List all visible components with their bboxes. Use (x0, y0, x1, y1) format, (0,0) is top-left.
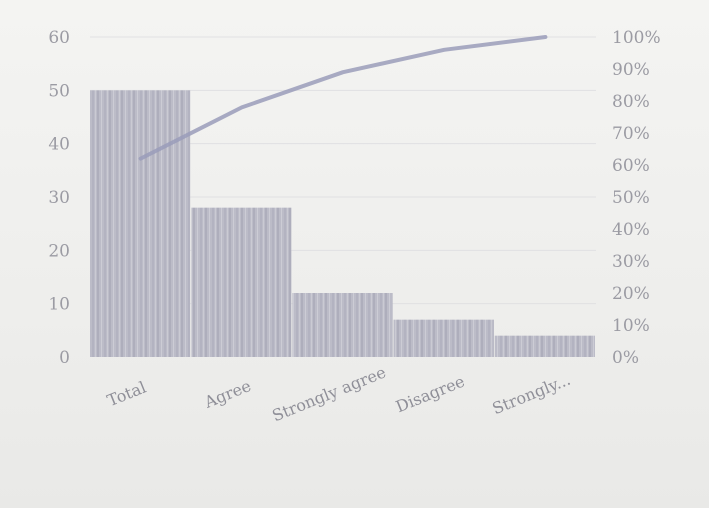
cumulative-line-path (138, 35, 548, 161)
right-tick-label-3: 30% (612, 252, 650, 272)
right-tick-label-7: 70% (612, 124, 650, 144)
bar-1 (191, 207, 292, 357)
left-tick-label-4: 40 (48, 135, 70, 155)
category-label-4: Strongly... (490, 370, 574, 419)
left-tick-label-1: 10 (48, 295, 70, 315)
right-tick-label-5: 50% (612, 188, 650, 208)
left-tick-label-3: 30 (48, 188, 70, 208)
bar-4 (494, 335, 595, 357)
bars (90, 90, 595, 357)
right-tick-label-8: 80% (612, 92, 650, 112)
left-tick-label-6: 60 (48, 28, 70, 48)
left-tick-label-5: 50 (48, 81, 70, 101)
right-tick-label-6: 60% (612, 156, 650, 176)
right-tick-label-2: 20% (612, 284, 650, 304)
right-tick-label-10: 100% (612, 28, 661, 48)
left-tick-label-2: 20 (48, 241, 70, 261)
left-axis-ticks: 0 10 20 30 40 50 60 (48, 28, 70, 368)
category-label-2: Strongly agree (269, 362, 388, 425)
right-tick-label-0: 0% (612, 348, 639, 368)
bar-0 (90, 90, 191, 357)
right-tick-label-9: 90% (612, 60, 650, 80)
category-labels: Total Agree Strongly agree Disagree Strongly… (104, 362, 573, 425)
cumulative-line (138, 35, 548, 161)
right-tick-label-4: 40% (612, 220, 650, 240)
category-label-0: Total (104, 378, 148, 411)
category-label-1: Agree (201, 376, 254, 412)
left-tick-label-0: 0 (59, 348, 70, 368)
right-axis-ticks: 0% 10% 20% 30% 40% 50% 60% 70% 80% 90% 100% (612, 28, 661, 368)
category-label-3: Disagree (393, 372, 467, 417)
bar-2 (292, 293, 393, 357)
bar-3 (393, 319, 494, 357)
right-tick-label-1: 10% (612, 316, 650, 336)
